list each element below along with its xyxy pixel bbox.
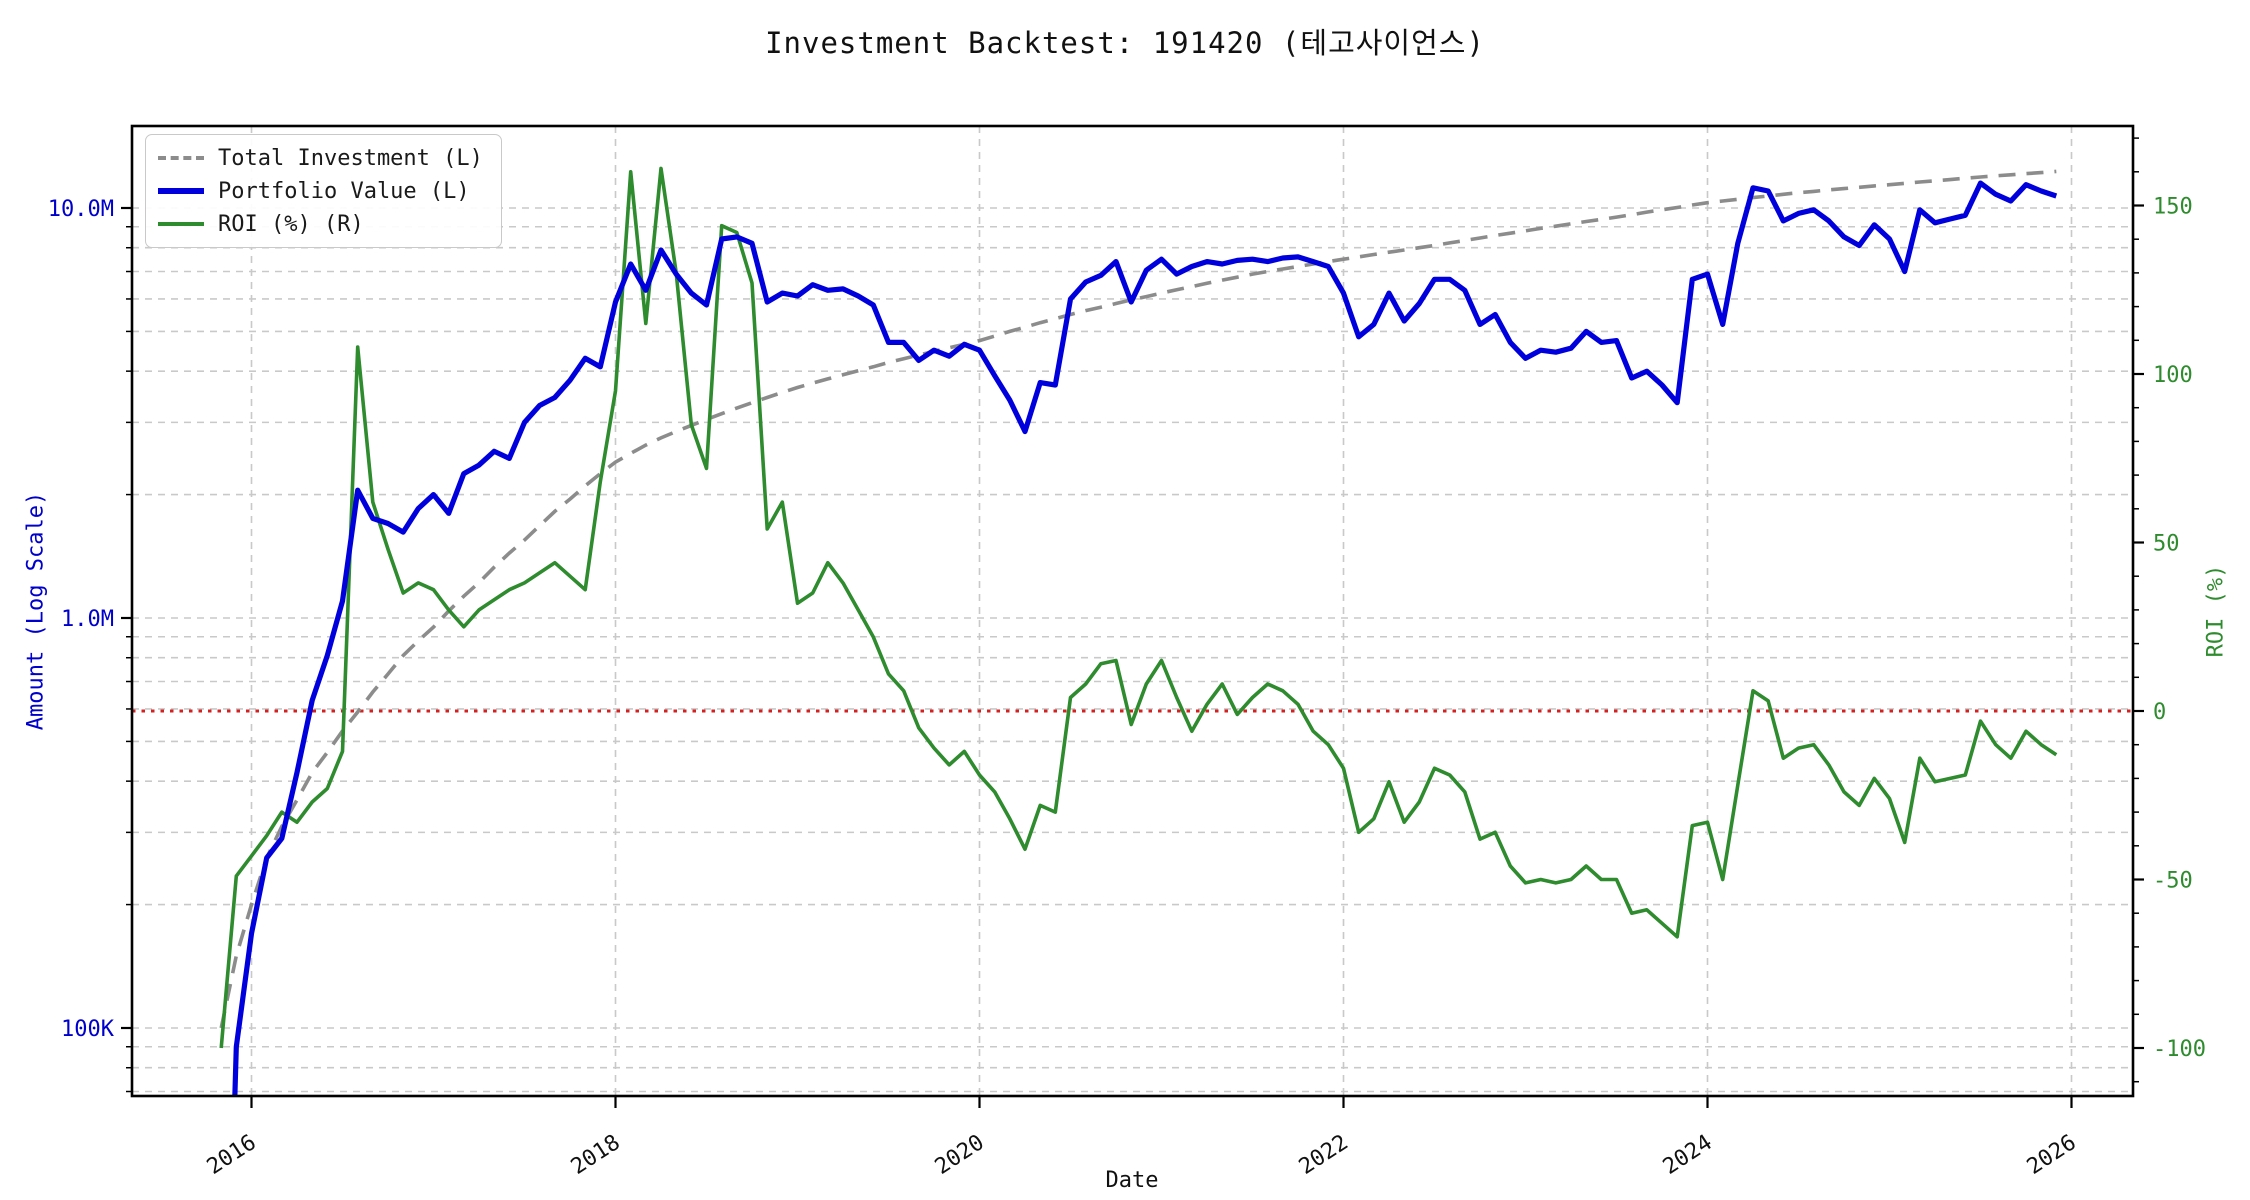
- svg-text:0: 0: [2153, 700, 2166, 725]
- right-tick-labels: -100 -50 0 50 100 150: [2153, 195, 2206, 1063]
- left-tick-labels: 100K 1.0M 10.0M: [48, 197, 115, 1042]
- plot-background: [132, 126, 2133, 1096]
- investment-line-swatch-icon: [158, 156, 204, 160]
- axis-ticks: [121, 137, 2144, 1108]
- roi-line: [219, 166, 2058, 1049]
- legend-item-portfolio-value: Portfolio Value (L): [158, 178, 483, 204]
- svg-text:2022: 2022: [1295, 1130, 1353, 1180]
- svg-text:-50: -50: [2153, 869, 2193, 894]
- legend: Total Investment (L) Portfolio Value (L)…: [145, 134, 502, 248]
- portfolio-line: [232, 180, 2058, 1096]
- svg-text:50: 50: [2153, 532, 2180, 557]
- svg-text:10.0M: 10.0M: [48, 197, 114, 222]
- svg-text:-100: -100: [2153, 1037, 2206, 1062]
- svg-text:2026: 2026: [2023, 1130, 2081, 1180]
- legend-label: ROI (%) (R): [218, 211, 364, 237]
- x-axis-title: Date: [1105, 1168, 1159, 1193]
- svg-text:150: 150: [2153, 195, 2193, 220]
- svg-text:2016: 2016: [203, 1130, 261, 1180]
- legend-item-roi: ROI (%) (R): [158, 211, 483, 237]
- svg-text:2018: 2018: [567, 1130, 625, 1180]
- legend-label: Total Investment (L): [218, 145, 483, 171]
- right-axis-title: ROI (%): [2203, 564, 2229, 658]
- chart-title: Investment Backtest: 191420 (테고사이언스): [765, 26, 1485, 60]
- roi-line-swatch-icon: [158, 222, 204, 226]
- svg-text:2024: 2024: [1659, 1130, 1717, 1180]
- legend-item-total-investment: Total Investment (L): [158, 145, 483, 171]
- legend-label: Portfolio Value (L): [218, 178, 470, 204]
- svg-text:1.0M: 1.0M: [61, 607, 114, 632]
- gridlines: [132, 126, 2133, 1096]
- portfolio-line-swatch-icon: [158, 188, 204, 194]
- svg-text:100: 100: [2153, 363, 2193, 388]
- svg-text:100K: 100K: [61, 1017, 115, 1042]
- left-axis-title: Amount (Log Scale): [23, 491, 49, 731]
- plot-border: [130, 124, 2135, 1098]
- svg-text:2020: 2020: [931, 1130, 989, 1180]
